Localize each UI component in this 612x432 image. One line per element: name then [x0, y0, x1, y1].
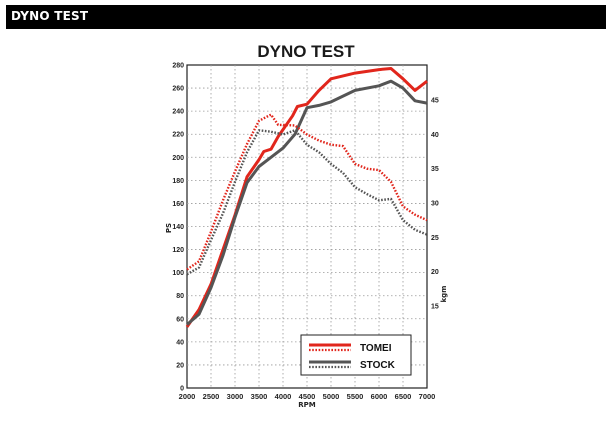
x-tick-label: 4000	[275, 392, 292, 401]
series-line-stock-torque	[186, 129, 428, 276]
y-tick-label: 160	[172, 201, 184, 208]
x-axis-label: RPM	[298, 401, 316, 409]
y-axis-label: PS	[165, 223, 173, 233]
x-tick-label: 5000	[323, 392, 340, 401]
y-tick-label: 60	[176, 316, 184, 323]
y-tick-label: 40	[176, 339, 184, 346]
y-tick-label: 240	[172, 109, 184, 116]
y2-tick-label: 15	[431, 303, 439, 310]
page-header-bar: DYNO TEST	[6, 5, 606, 29]
x-tick-label: 3500	[251, 392, 268, 401]
y2-tick-label: 20	[431, 269, 439, 276]
y2-tick-label: 40	[431, 132, 439, 139]
y2-tick-label: 45	[431, 98, 439, 105]
page-title: DYNO TEST	[11, 9, 89, 23]
series-line-tomei-torque	[186, 113, 428, 271]
x-tick-label: 6500	[395, 392, 412, 401]
y-tick-label: 120	[172, 247, 184, 254]
y-tick-label: 180	[172, 178, 184, 185]
y-tick-label: 220	[172, 132, 184, 139]
x-tick-label: 2000	[179, 392, 196, 401]
y-tick-label: 0	[180, 386, 184, 393]
y-tick-label: 260	[172, 86, 184, 93]
y2-tick-label: 35	[431, 166, 439, 173]
y-tick-label: 200	[172, 155, 184, 162]
y-tick-label: 140	[172, 224, 184, 231]
x-tick-label: 7000	[419, 392, 436, 401]
x-tick-label: 6000	[371, 392, 388, 401]
series-line-stock-power	[186, 79, 428, 326]
y-tick-label: 20	[176, 362, 184, 369]
y-tick-label: 80	[176, 293, 184, 300]
x-tick-label: 5500	[347, 392, 364, 401]
x-tick-label: 4500	[299, 392, 316, 401]
y-tick-label: 280	[172, 63, 184, 70]
y2-tick-label: 30	[431, 201, 439, 208]
y2-tick-label: 25	[431, 235, 439, 242]
y-tick-label: 100	[172, 270, 184, 277]
x-tick-label: 3000	[227, 392, 244, 401]
legend-label-tomei: TOMEI	[360, 343, 392, 354]
x-tick-label: 2500	[203, 392, 220, 401]
legend-label-stock: STOCK	[360, 360, 396, 371]
legend-box	[300, 334, 412, 376]
chart-title: DYNO TEST	[257, 42, 355, 61]
y2-axis-label: kgm	[440, 286, 448, 303]
